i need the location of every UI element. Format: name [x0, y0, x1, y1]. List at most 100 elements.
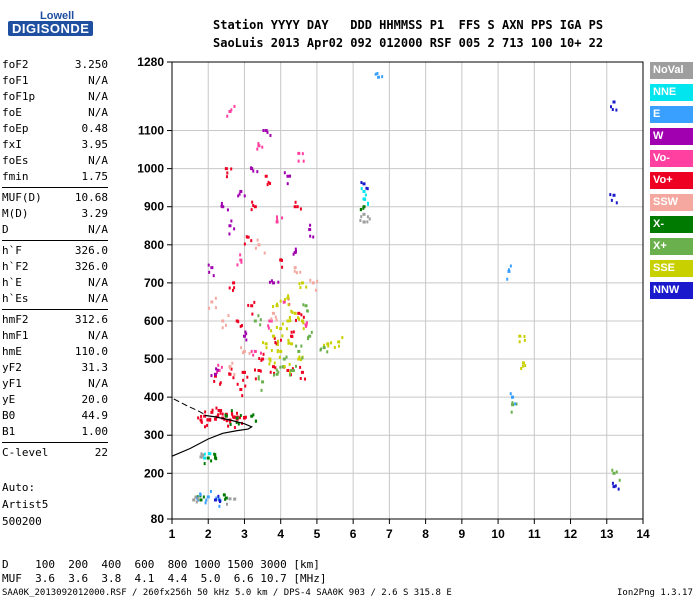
echo-point: [609, 105, 612, 109]
param-row: foF1p N/A: [2, 89, 108, 105]
param-name: hmE: [2, 345, 22, 358]
echo-point: [210, 374, 213, 378]
param-value: 1.75: [81, 170, 109, 183]
echo-point: [256, 170, 259, 174]
echo-point: [381, 75, 384, 79]
param-value: N/A: [88, 154, 108, 167]
echo-point: [360, 215, 363, 219]
echo-point: [207, 263, 210, 267]
autoscale-program: Artist5: [2, 498, 49, 511]
echo-point: [311, 281, 315, 285]
echo-point: [236, 382, 239, 386]
echo-point: [233, 227, 236, 231]
echo-point: [297, 151, 301, 155]
echo-point: [242, 334, 246, 338]
echo-point: [250, 239, 253, 243]
echo-point: [286, 368, 290, 372]
echo-point: [299, 358, 302, 362]
param-name: hmF2: [2, 313, 29, 326]
echo-point: [230, 219, 233, 223]
echo-point: [204, 501, 207, 505]
param-value: 0.48: [81, 122, 109, 135]
echo-point: [271, 311, 275, 315]
echo-point: [261, 357, 265, 361]
echo-point: [210, 266, 214, 270]
echo-point: [257, 144, 261, 148]
echo-point: [197, 498, 200, 502]
echo-point: [511, 395, 514, 399]
echo-point: [259, 318, 262, 322]
param-value: N/A: [88, 106, 108, 119]
echo-point: [293, 311, 297, 315]
echo-point: [295, 318, 298, 322]
echo-point: [506, 277, 509, 281]
echo-point: [250, 414, 254, 418]
echo-point: [255, 419, 258, 423]
echo-point: [213, 372, 217, 376]
echo-point: [214, 306, 217, 310]
echo-point: [218, 504, 221, 508]
param-name: h`E: [2, 276, 22, 289]
y-tick-label: 600: [144, 314, 164, 328]
echo-point: [288, 370, 291, 374]
echo-point: [242, 415, 245, 419]
echo-point: [286, 319, 290, 323]
param-row: B1 1.00: [2, 424, 108, 440]
echo-point: [235, 319, 239, 323]
echo-point: [256, 238, 259, 242]
echo-point: [289, 319, 292, 323]
echo-point: [215, 457, 218, 461]
echo-point: [520, 367, 523, 371]
echo-point: [287, 294, 290, 298]
echo-point: [298, 282, 301, 286]
echo-point: [228, 365, 232, 369]
echo-point: [521, 361, 525, 365]
param-row: M(D) 3.29: [2, 206, 108, 222]
echo-point: [279, 338, 282, 342]
param-name: C-level: [2, 446, 49, 459]
echo-point: [612, 485, 616, 489]
echo-point: [253, 349, 257, 353]
echo-point: [612, 193, 616, 197]
echo-point: [230, 167, 233, 171]
echo-point: [615, 108, 618, 112]
echo-point: [233, 373, 236, 377]
param-value: 3.95: [81, 138, 109, 151]
x-tick-label: 3: [241, 527, 248, 541]
echo-point: [199, 418, 203, 422]
echo-point: [206, 418, 209, 422]
x-tick-label: 14: [636, 527, 650, 541]
echo-point: [279, 327, 283, 331]
echo-point: [300, 344, 303, 348]
echo-point: [272, 373, 275, 377]
echo-point: [276, 339, 279, 343]
echo-point: [290, 368, 294, 372]
param-row: MUF(D) 10.68: [2, 190, 108, 206]
echo-point: [262, 352, 265, 356]
echo-point: [281, 365, 284, 369]
echo-point: [360, 181, 363, 185]
param-row: h`Es N/A: [2, 291, 108, 307]
echo-point: [248, 351, 251, 355]
echo-point: [217, 408, 221, 412]
echo-point: [197, 416, 200, 420]
x-tick-label: 12: [564, 527, 578, 541]
echo-point: [266, 183, 269, 187]
param-value: 326.0: [74, 260, 108, 273]
param-row: foE N/A: [2, 105, 108, 121]
echo-point: [297, 349, 301, 353]
param-row: yF2 31.3: [2, 360, 108, 376]
echo-point: [291, 367, 294, 371]
echo-point: [224, 496, 228, 500]
param-value: 3.29: [81, 207, 109, 220]
echo-point: [294, 247, 297, 251]
profile-curve: [171, 414, 253, 457]
x-tick-label: 4: [277, 527, 284, 541]
echo-point: [225, 419, 228, 423]
echo-point: [362, 212, 366, 216]
echo-point: [231, 361, 234, 365]
echo-point: [292, 330, 295, 334]
echo-point: [374, 72, 377, 76]
echo-point: [309, 223, 312, 227]
x-tick-label: 7: [386, 527, 393, 541]
